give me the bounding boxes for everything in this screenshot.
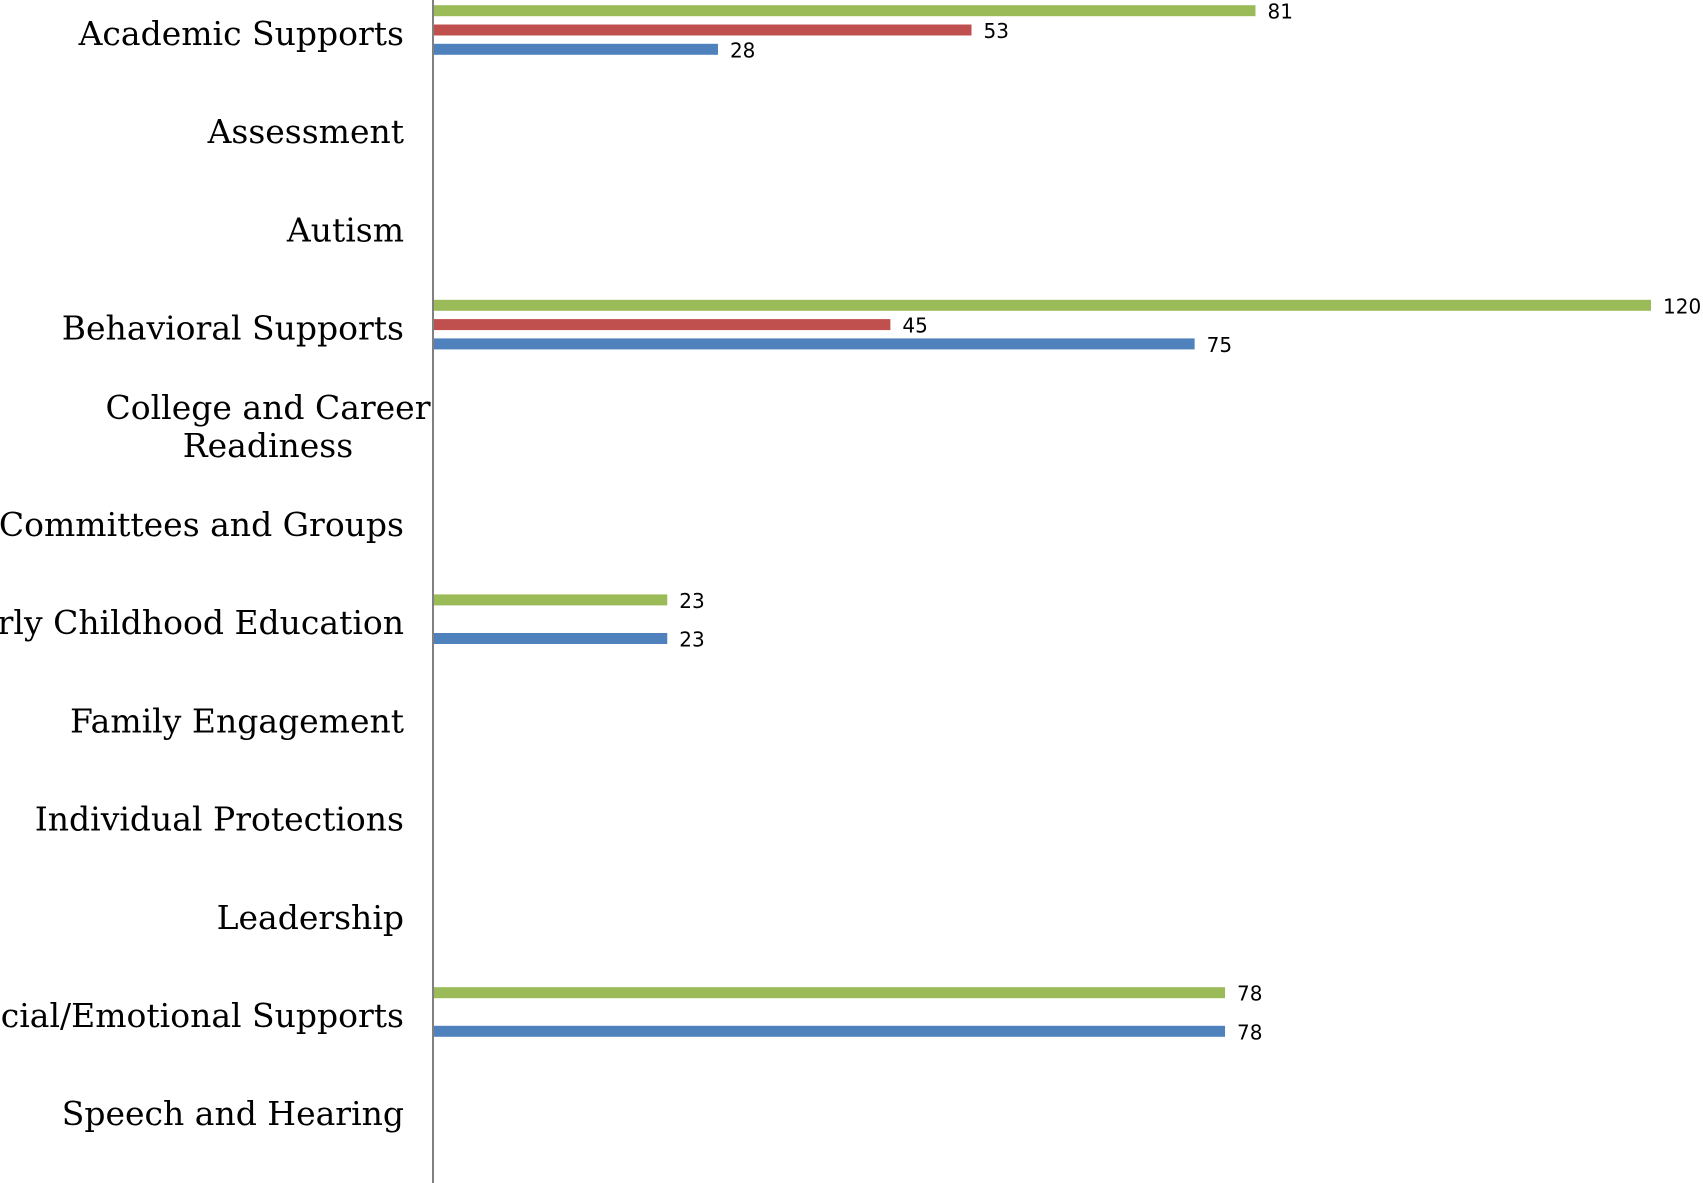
category-label: Autism [286, 210, 404, 249]
data-label: 23 [679, 628, 704, 652]
bars [434, 5, 1651, 1037]
category-label: College and Career Readiness [106, 388, 431, 465]
category-label: Family Engagement [70, 701, 404, 740]
category-label: Social/Emotional Supports [0, 996, 404, 1035]
data-label: 81 [1267, 0, 1292, 24]
category-label-line: Social/Emotional Supports [0, 996, 404, 1035]
category-label: Individual Protections [35, 800, 404, 839]
category-label-line: Academic Supports [78, 14, 404, 53]
data-label: 78 [1237, 982, 1262, 1006]
category-label: Early Childhood Education [0, 603, 404, 642]
bar [434, 24, 972, 36]
category-label: Leadership [217, 898, 404, 937]
category-label: Behavioral Supports [62, 309, 404, 348]
bar [434, 1025, 1226, 1037]
category-label: Committees and Groups [0, 505, 404, 544]
data-label: 28 [730, 38, 755, 62]
category-label-line: Committees and Groups [0, 505, 404, 544]
category-label-line: Behavioral Supports [62, 309, 404, 348]
data-label: 78 [1237, 1020, 1262, 1044]
category-label: Academic Supports [78, 14, 404, 53]
category-label-line: Leadership [217, 898, 404, 937]
category-label-line: Autism [286, 210, 404, 249]
category-label-line: Assessment [207, 112, 404, 151]
bar [434, 299, 1651, 311]
data-label: 120 [1663, 294, 1701, 318]
bar [434, 987, 1226, 999]
data-labels: 81 53 28 120 45 75 23 23 78 78 [679, 0, 1701, 1044]
category-label: Assessment [207, 112, 404, 151]
bar [434, 43, 718, 55]
bar [434, 319, 891, 331]
bar [434, 633, 668, 644]
bar [434, 594, 668, 606]
data-label: 23 [679, 589, 704, 613]
category-label-line: Individual Protections [35, 800, 404, 839]
data-label: 45 [902, 314, 927, 338]
category-labels: Academic Supports Assessment Autism Behavio… [0, 14, 431, 1133]
category-label: Speech and Hearing [62, 1094, 404, 1133]
data-label: 75 [1207, 333, 1232, 357]
category-label-line: Speech and Hearing [62, 1094, 404, 1133]
category-label-line: College and Career [106, 388, 431, 427]
category-label-line: Readiness [183, 426, 353, 465]
category-label-line: Family Engagement [70, 701, 404, 740]
bar [434, 338, 1195, 350]
category-label-line: Early Childhood Education [0, 603, 404, 642]
bar [434, 5, 1256, 17]
data-label: 53 [984, 19, 1009, 43]
